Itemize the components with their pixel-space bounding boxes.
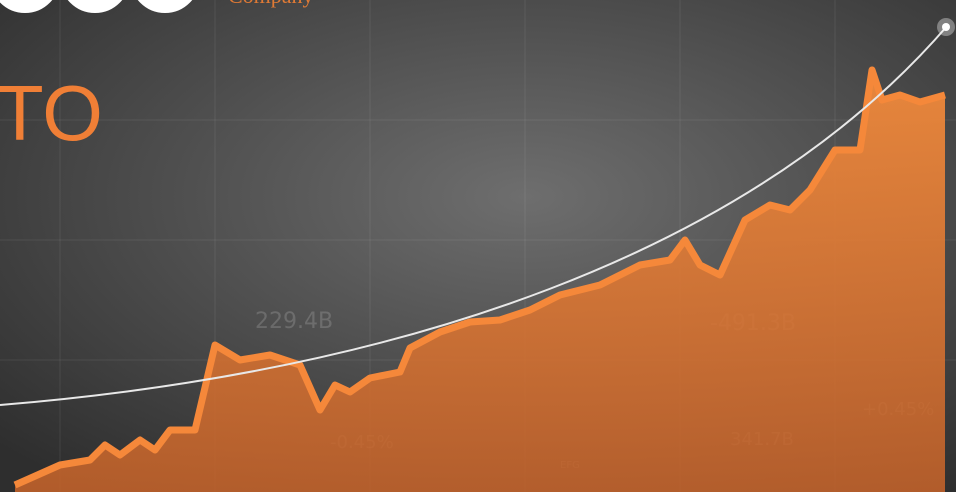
curve-end <box>942 23 950 31</box>
orange-area <box>15 70 945 492</box>
logo-shapes <box>0 0 193 13</box>
trend-curve <box>0 24 949 406</box>
title: TO <box>0 69 103 157</box>
orange-line <box>13 66 946 489</box>
company-text: Company <box>228 0 314 8</box>
background-label: 229.4B <box>255 309 333 334</box>
